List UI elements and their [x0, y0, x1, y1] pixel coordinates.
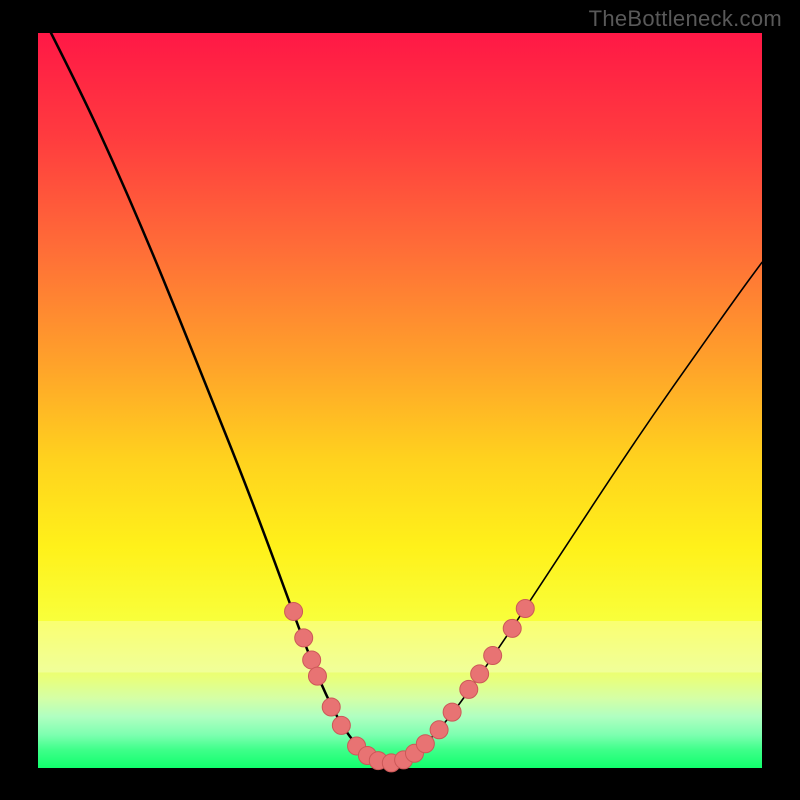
pale-horizontal-band [38, 621, 762, 672]
marker-dot [416, 735, 434, 753]
marker-dot [516, 600, 534, 618]
marker-dot [303, 651, 321, 669]
marker-dot [471, 665, 489, 683]
marker-dot [285, 602, 303, 620]
marker-dot [308, 667, 326, 685]
marker-dot [332, 716, 350, 734]
marker-dot [503, 619, 521, 637]
watermark-text: TheBottleneck.com [589, 6, 782, 32]
marker-dot [460, 680, 478, 698]
marker-dot [443, 703, 461, 721]
chart-stage: TheBottleneck.com [0, 0, 800, 800]
marker-dot [430, 721, 448, 739]
bottleneck-chart [0, 0, 800, 800]
marker-dot [484, 647, 502, 665]
marker-dot [295, 629, 313, 647]
marker-dot [322, 698, 340, 716]
